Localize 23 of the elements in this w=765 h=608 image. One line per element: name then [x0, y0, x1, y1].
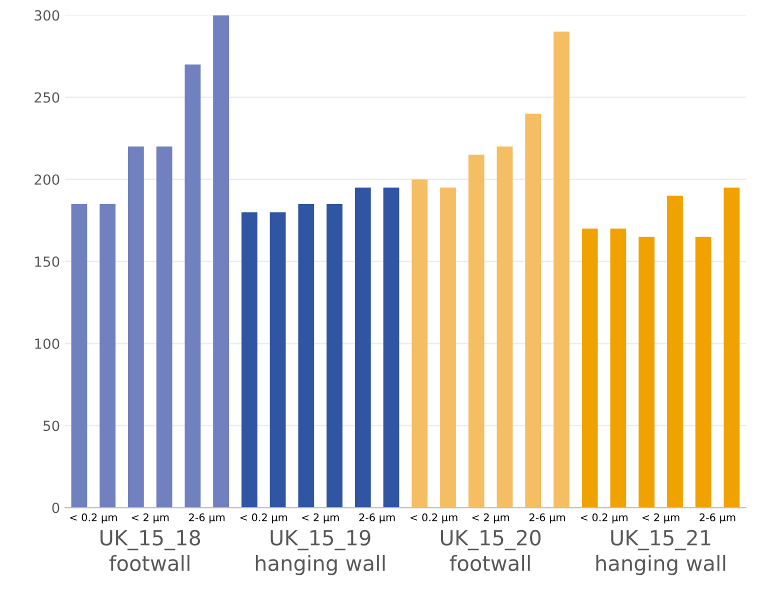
y-tick-label: 50 — [44, 420, 60, 432]
text: UK_15_20 footwall — [440, 530, 541, 572]
text: UK_15_21 hanging wall — [596, 530, 726, 576]
y-tick-label: 250 — [34, 92, 60, 103]
y-tick-label: 200 — [34, 174, 60, 185]
x-tick-label: 2-6 µm — [359, 513, 395, 524]
x-tick-label: < 0.2 µm — [580, 513, 628, 524]
x-tick-label: < 0.2 µm — [240, 513, 288, 524]
x-tick-label: < 0.2 µm — [410, 513, 458, 524]
x-tick-label: < 0.2 µm — [70, 513, 117, 524]
y-tick-label: 150 — [35, 256, 60, 267]
text: UK_15_18 footwall — [100, 530, 200, 572]
x-tick-label: 2-6 µm — [530, 513, 565, 524]
y-tick-label: 100 — [35, 338, 60, 349]
x-tick-label: < 2 µm — [472, 513, 510, 524]
x-tick-label: 2-6 µm — [189, 513, 225, 524]
y-tick-label: 0 — [52, 502, 60, 514]
y-tick-label: 300 — [34, 10, 60, 21]
x-tick-label: 2-6 µm — [700, 513, 736, 524]
x-tick-label: < 2 µm — [642, 513, 680, 524]
x-tick-label: < 2 µm — [132, 513, 169, 524]
x-tick-label: < 2 µm — [302, 513, 339, 524]
text: UK_15_19 hanging wall — [256, 530, 385, 576]
